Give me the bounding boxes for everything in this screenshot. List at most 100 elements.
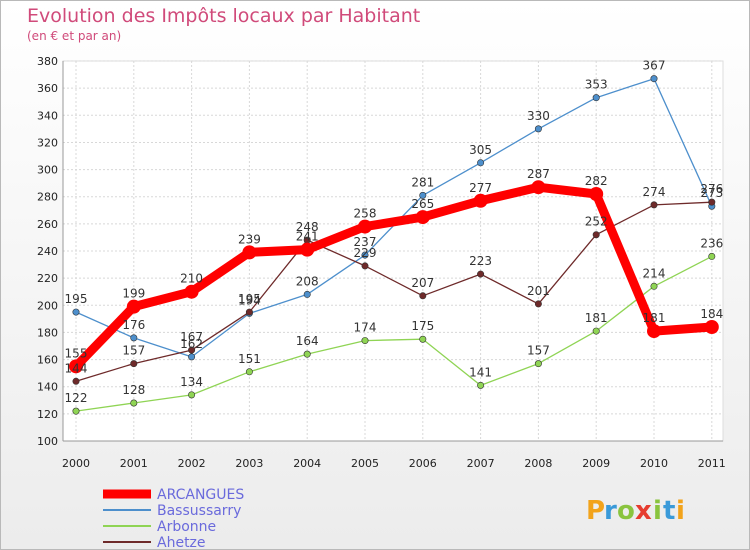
value-label: 181 bbox=[643, 311, 666, 325]
data-point-arcangues bbox=[473, 193, 488, 208]
data-point-bassussarry bbox=[303, 290, 311, 298]
value-label: 265 bbox=[411, 197, 434, 211]
grid bbox=[63, 60, 723, 442]
x-tick-label: 2009 bbox=[582, 457, 610, 470]
data-point-arcangues bbox=[300, 242, 315, 257]
value-label: 282 bbox=[585, 174, 608, 188]
y-tick-label: 380 bbox=[37, 55, 58, 68]
value-label: 274 bbox=[643, 185, 666, 199]
value-label: 157 bbox=[122, 344, 145, 358]
x-tick-label: 2003 bbox=[235, 457, 263, 470]
chart-subtitle: (en € et par an) bbox=[27, 29, 122, 43]
y-tick-label: 200 bbox=[37, 299, 58, 312]
y-tick-label: 160 bbox=[37, 354, 58, 367]
data-point-arbonne bbox=[592, 327, 600, 335]
data-point-bassussarry bbox=[650, 75, 658, 83]
data-point-arbonne bbox=[130, 399, 138, 407]
data-point-arbonne bbox=[419, 335, 427, 343]
value-label: 229 bbox=[354, 246, 377, 260]
data-point-ahetze bbox=[477, 270, 485, 278]
data-point-bassussarry bbox=[419, 191, 427, 199]
value-label: 281 bbox=[411, 175, 434, 189]
x-tick-label: 2008 bbox=[524, 457, 552, 470]
value-label: 287 bbox=[527, 167, 550, 181]
legend-label: Arbonne bbox=[157, 519, 216, 535]
data-point-bassussarry bbox=[592, 94, 600, 102]
y-tick-label: 120 bbox=[37, 408, 58, 421]
y-tick-label: 100 bbox=[37, 435, 58, 448]
logo-letter: P bbox=[586, 496, 605, 526]
logo-letter: t bbox=[663, 496, 675, 526]
data-point-bassussarry bbox=[72, 308, 80, 316]
data-point-arcangues bbox=[242, 245, 257, 260]
data-point-arbonne bbox=[534, 360, 542, 368]
y-tick-label: 180 bbox=[37, 326, 58, 339]
x-tick-label: 2011 bbox=[698, 457, 726, 470]
value-label: 122 bbox=[65, 391, 88, 405]
value-label: 207 bbox=[411, 276, 434, 290]
data-point-ahetze bbox=[72, 377, 80, 385]
value-label: 157 bbox=[527, 344, 550, 358]
data-point-ahetze bbox=[708, 198, 716, 206]
value-label: 241 bbox=[296, 230, 319, 244]
value-label: 199 bbox=[122, 287, 145, 301]
data-point-arcangues bbox=[589, 187, 604, 202]
data-point-arbonne bbox=[708, 252, 716, 260]
value-label: 195 bbox=[65, 292, 88, 306]
value-label: 248 bbox=[296, 220, 319, 234]
logo-letter: i bbox=[653, 496, 662, 526]
legend-label: Ahetze bbox=[157, 535, 206, 549]
value-label: 162 bbox=[180, 337, 203, 351]
y-tick-label: 220 bbox=[37, 272, 58, 285]
data-point-ahetze bbox=[650, 201, 658, 209]
x-tick-label: 2002 bbox=[178, 457, 206, 470]
value-label: 194 bbox=[238, 293, 261, 307]
value-label: 176 bbox=[122, 318, 145, 332]
logo-letter: o bbox=[617, 496, 635, 526]
logo-letter: i bbox=[676, 496, 685, 526]
data-point-ahetze bbox=[592, 231, 600, 239]
value-label: 128 bbox=[122, 383, 145, 397]
data-point-ahetze bbox=[130, 360, 138, 368]
value-label: 258 bbox=[354, 207, 377, 221]
y-tick-label: 140 bbox=[37, 381, 58, 394]
value-label: 353 bbox=[585, 78, 608, 92]
value-label: 174 bbox=[354, 321, 377, 335]
y-tick-label: 280 bbox=[37, 191, 58, 204]
y-tick-label: 300 bbox=[37, 164, 58, 177]
value-label: 273 bbox=[700, 186, 723, 200]
proxiti-logo: Pr o x i t i bbox=[586, 496, 685, 526]
data-point-arcangues bbox=[358, 219, 372, 234]
y-tick-label: 360 bbox=[37, 82, 58, 95]
data-point-ahetze bbox=[419, 292, 427, 300]
value-label: 175 bbox=[411, 319, 434, 333]
value-label: 144 bbox=[65, 361, 88, 375]
series-layer bbox=[69, 75, 719, 415]
x-tick-label: 2000 bbox=[62, 457, 90, 470]
y-tick-label: 340 bbox=[37, 109, 58, 122]
value-label: 181 bbox=[585, 311, 608, 325]
data-point-bassussarry bbox=[534, 125, 542, 133]
data-point-arbonne bbox=[72, 407, 80, 415]
data-point-arcangues bbox=[647, 324, 661, 339]
value-label: 208 bbox=[296, 274, 319, 288]
value-label: 155 bbox=[65, 346, 88, 360]
data-point-ahetze bbox=[534, 300, 542, 308]
value-label: 277 bbox=[469, 181, 492, 195]
value-label: 367 bbox=[643, 59, 666, 73]
data-point-bassussarry bbox=[361, 251, 369, 259]
data-point-arcangues bbox=[126, 299, 141, 314]
data-point-arcangues bbox=[704, 320, 719, 335]
data-point-arbonne bbox=[188, 391, 196, 399]
data-point-ahetze bbox=[245, 308, 253, 316]
x-tick-label: 2004 bbox=[293, 457, 321, 470]
x-tick-label: 2010 bbox=[640, 457, 668, 470]
y-tick-label: 240 bbox=[37, 245, 58, 258]
value-label: 236 bbox=[700, 236, 723, 250]
chart-title: Evolution des Impôts locaux par Habitant bbox=[27, 5, 421, 27]
value-label: 252 bbox=[585, 215, 608, 229]
data-point-arbonne bbox=[650, 282, 658, 290]
data-point-bassussarry bbox=[477, 159, 485, 167]
